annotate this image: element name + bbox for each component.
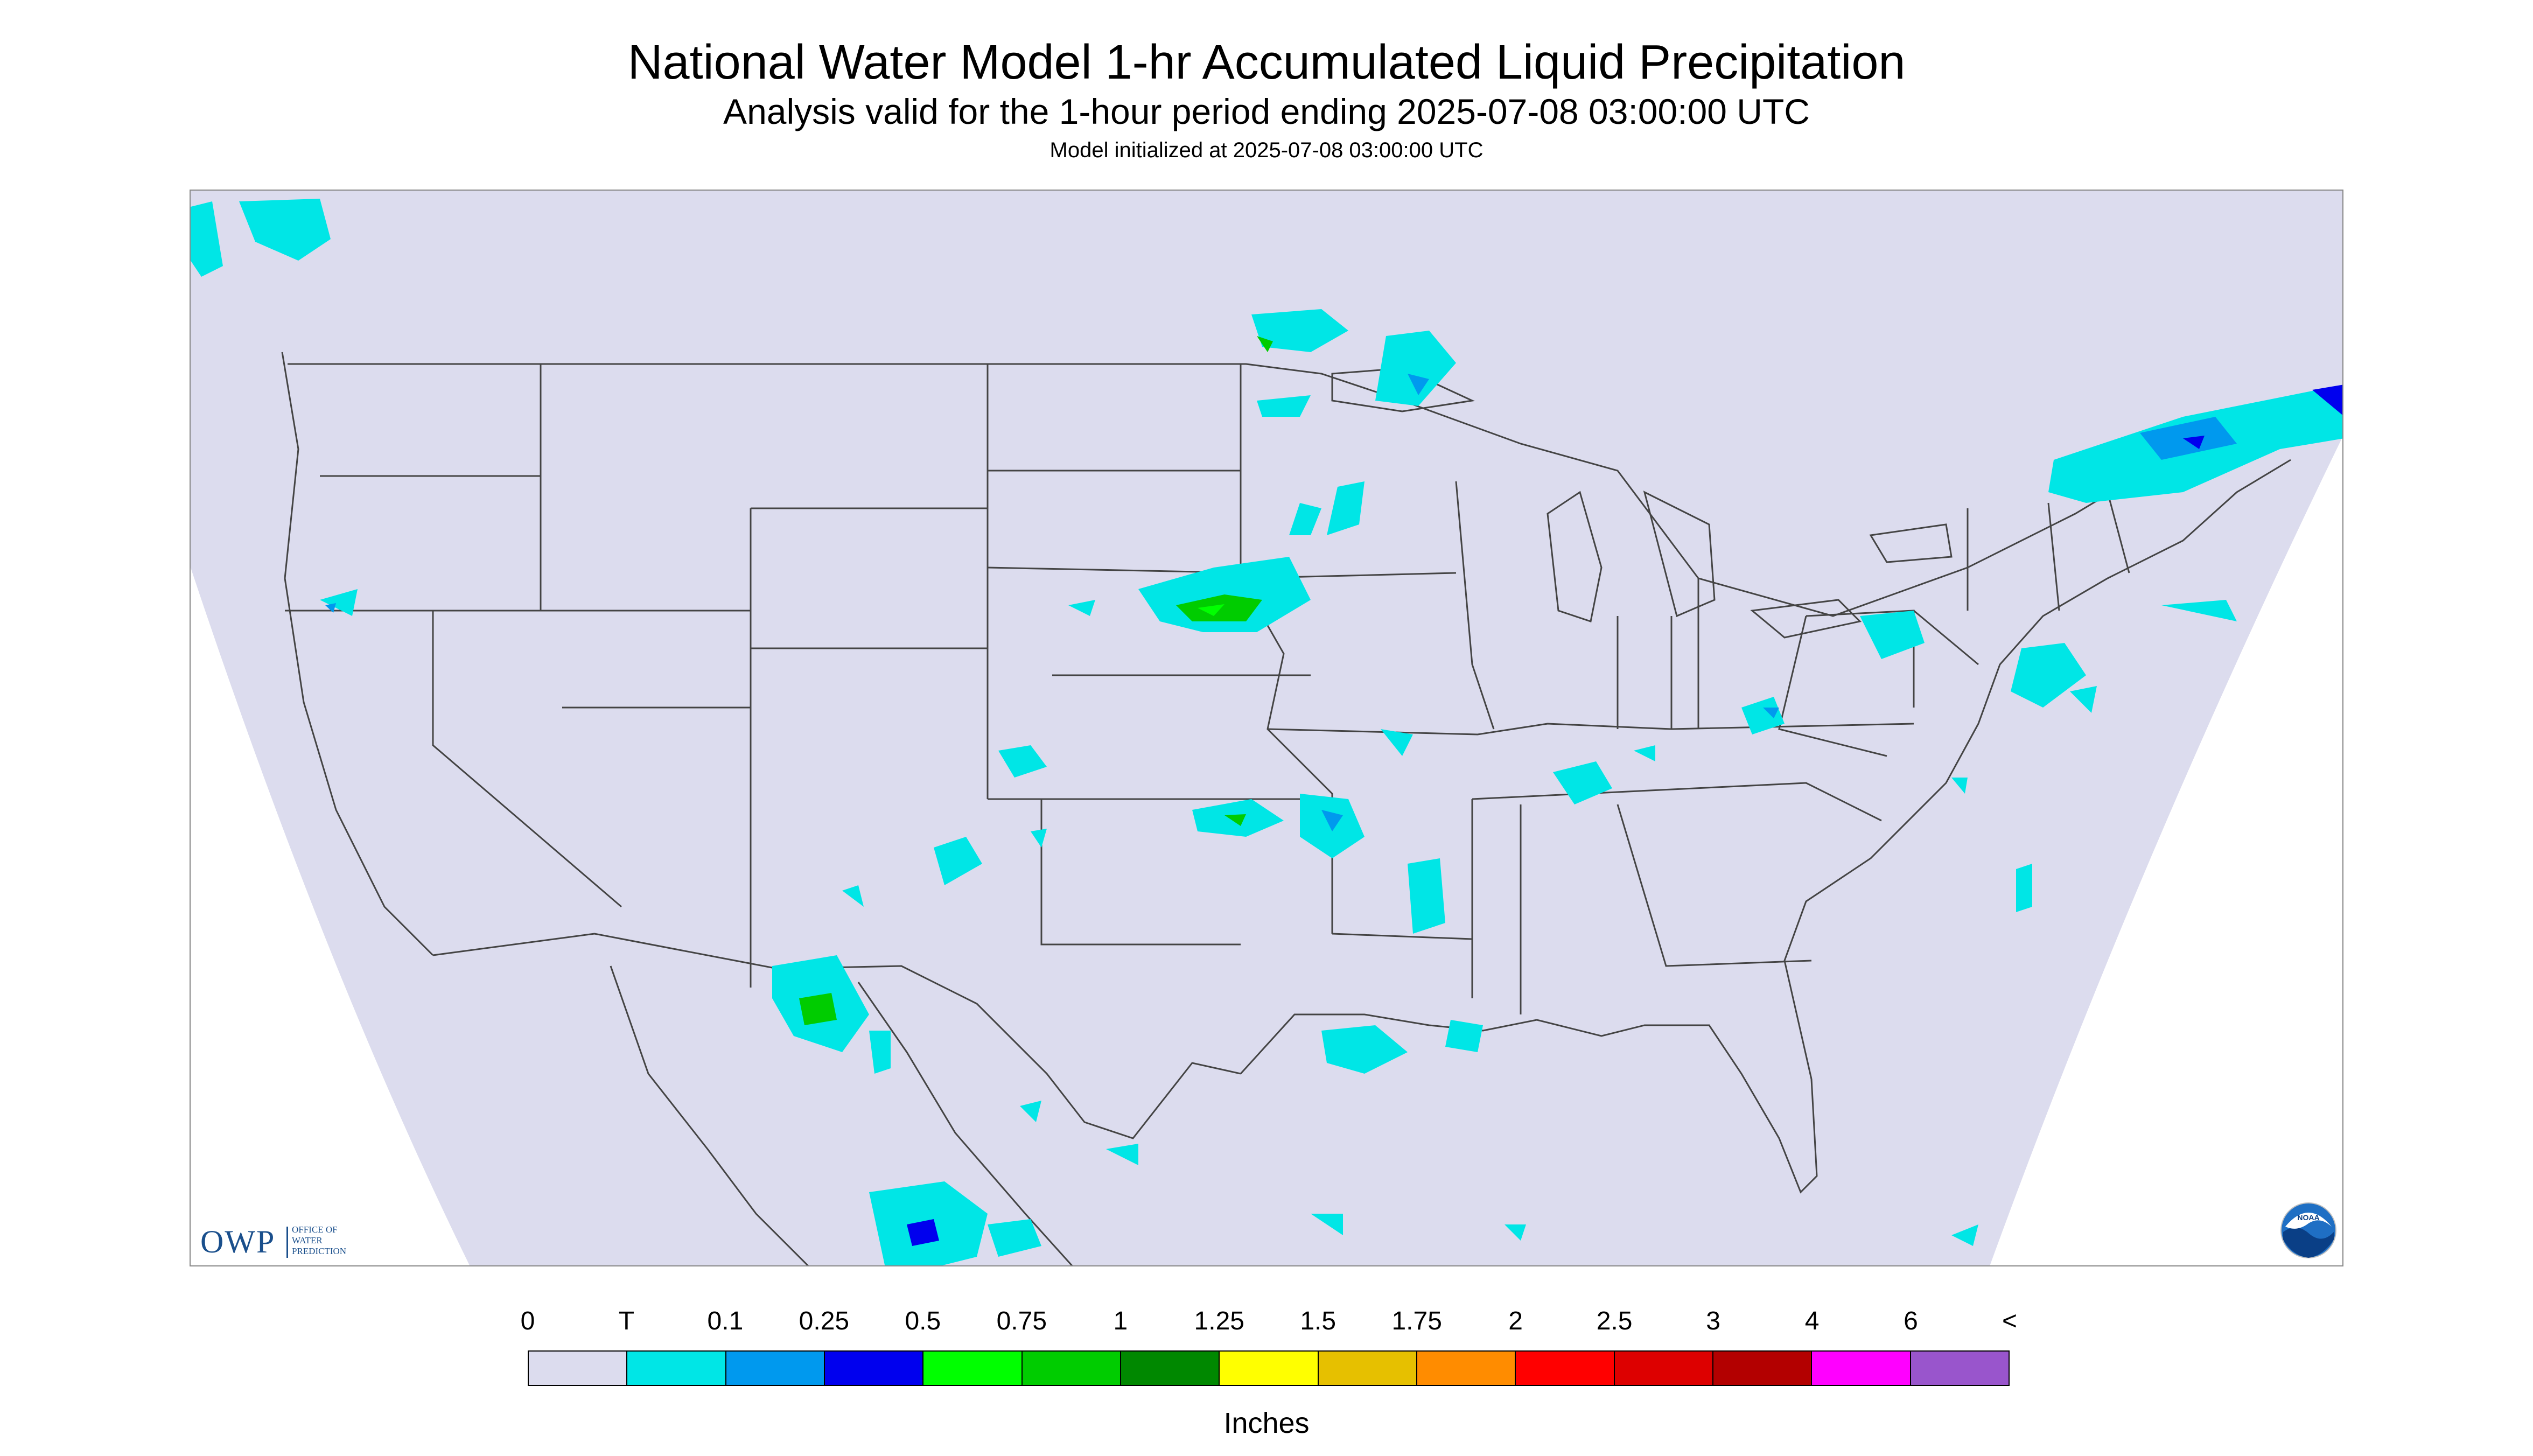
- legend-tick-label: 1.25: [1194, 1307, 1244, 1335]
- noaa-logo: NOAA: [2280, 1202, 2336, 1258]
- legend-tick-label: 0.75: [996, 1307, 1047, 1335]
- legend-tick-label: <: [2002, 1307, 2018, 1335]
- legend-tick-label: 4: [1804, 1307, 1820, 1335]
- legend-swatch: [1318, 1352, 1417, 1385]
- legend-tick-label: 1.5: [1300, 1307, 1337, 1335]
- legend-tick-label: 0.5: [905, 1307, 941, 1335]
- legend-swatch: [1417, 1352, 1516, 1385]
- legend-swatch: [923, 1352, 1023, 1385]
- legend-color-bar: [528, 1350, 2010, 1386]
- model-init-text: Model initialized at 2025-07-08 03:00:00…: [1049, 138, 1484, 162]
- legend-tick-label: 2: [1508, 1307, 1523, 1335]
- owp-sub-line-2: WATER: [292, 1235, 323, 1245]
- map-title: National Water Model 1-hr Accumulated Li…: [627, 36, 1906, 89]
- legend-tick-label: 6: [1904, 1307, 1918, 1335]
- owp-logo-text: OWP: [200, 1224, 276, 1259]
- legend-tick-label: 0: [520, 1307, 535, 1335]
- owp-logo: OWP OFFICE OF WATER PREDICTION: [200, 1222, 378, 1261]
- legend-units-label: Inches: [1223, 1407, 1310, 1439]
- legend-tick-label: 1.75: [1391, 1307, 1442, 1335]
- legend-tick-label: 1: [1113, 1307, 1128, 1335]
- legend-swatch: [1022, 1352, 1121, 1385]
- precipitation-overlay: [191, 199, 2342, 1265]
- legend-tick-label: T: [618, 1307, 635, 1335]
- legend-tick-label: 3: [1706, 1307, 1720, 1335]
- precip-legend: 0 T 0.1 0.25 0.5 0.75 1 1.25 1.5 1.75 2 2.5 3 4 6 <: [521, 1306, 2017, 1420]
- owp-logo-subtext: OFFICE OF WATER PREDICTION: [292, 1224, 346, 1257]
- legend-swatch: [529, 1352, 628, 1385]
- legend-swatch: [1121, 1352, 1220, 1385]
- owp-sub-line-3: PREDICTION: [292, 1246, 347, 1256]
- legend-swatch: [1713, 1352, 1813, 1385]
- owp-logo-divider: [286, 1227, 288, 1258]
- legend-tick-label: 0.25: [799, 1307, 850, 1335]
- legend-swatch: [627, 1352, 726, 1385]
- legend-swatch: [1812, 1352, 1911, 1385]
- legend-swatch: [824, 1352, 924, 1385]
- legend-swatch: [726, 1352, 825, 1385]
- owp-sub-line-1: OFFICE OF: [292, 1224, 338, 1235]
- noaa-logo-text: NOAA: [2297, 1213, 2319, 1222]
- legend-swatch: [1614, 1352, 1713, 1385]
- precipitation-map: OWP OFFICE OF WATER PREDICTION NOAA: [190, 190, 2343, 1266]
- legend-tick-label: 2.5: [1596, 1307, 1633, 1335]
- legend-swatch: [1516, 1352, 1615, 1385]
- model-domain: [191, 191, 2342, 1265]
- map-subtitle: Analysis valid for the 1-hour period end…: [723, 92, 1810, 131]
- legend-tick-label: 0.1: [707, 1307, 744, 1335]
- legend-swatch: [1220, 1352, 1319, 1385]
- map-canvas: [191, 191, 2342, 1265]
- legend-swatch: [1911, 1352, 2009, 1385]
